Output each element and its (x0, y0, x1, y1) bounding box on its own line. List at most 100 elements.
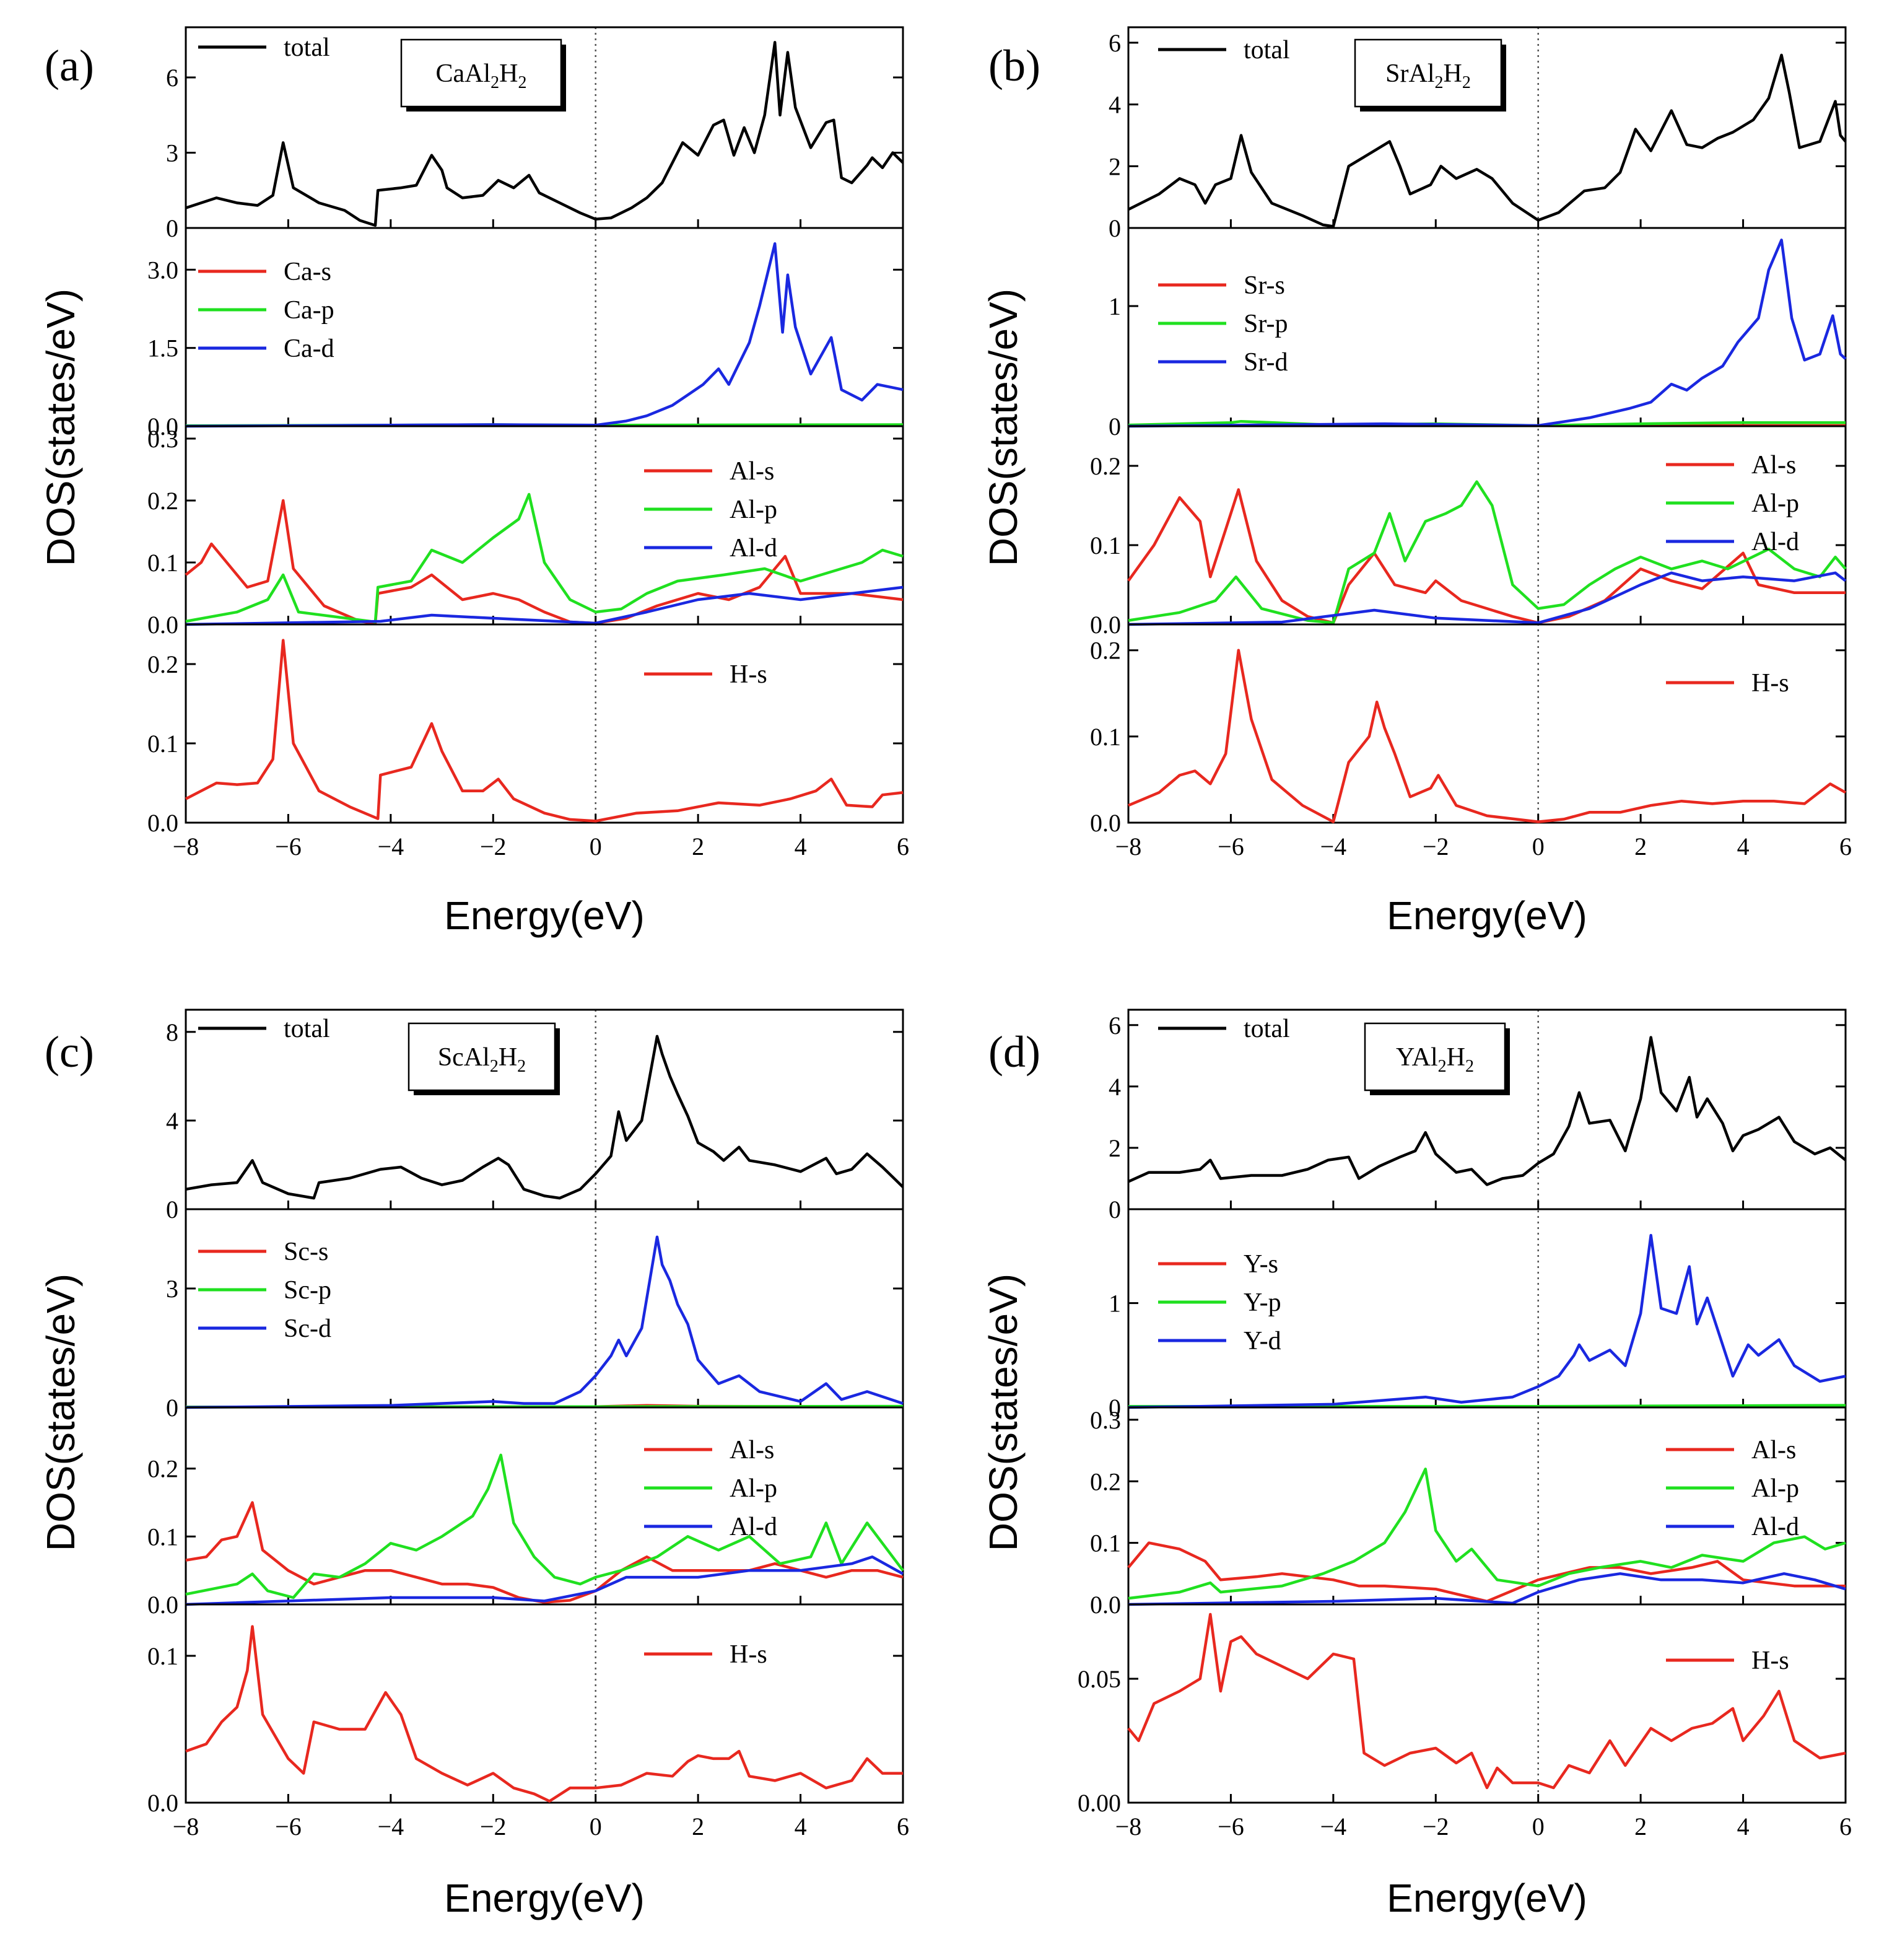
x-tick-label: 4 (795, 1813, 807, 1840)
legend-label: Ca-s (284, 258, 331, 286)
series-line-al-d (1128, 571, 1847, 626)
series-line-al-p (1128, 1468, 1846, 1600)
subplot-frame (185, 425, 904, 626)
formula-subscript: 2 (518, 73, 527, 92)
series-line-al-d (185, 1555, 904, 1606)
y-tick-label: 0 (166, 214, 178, 242)
y-tick-label: 0.0 (147, 809, 178, 837)
x-tick-label: 2 (1634, 1813, 1647, 1840)
y-tick-label: 1 (1109, 292, 1121, 320)
y-tick-label: 0 (1109, 413, 1121, 440)
y-tick-label: 3 (166, 139, 178, 167)
x-tick-label: 0 (1532, 1813, 1545, 1840)
y-tick-label: 0.0 (147, 413, 178, 440)
y-tick-label: 8 (166, 1018, 178, 1046)
subplot-h: 0.0 0.1 −8 −6 −4 −2 0 2 4 6 H-s (147, 1603, 909, 1840)
x-tick-label: −2 (1423, 1813, 1449, 1840)
formula-text: H (1444, 59, 1462, 88)
legend-label: H-s (730, 660, 767, 689)
y-tick-label: 0.1 (147, 1642, 178, 1670)
formula-text: SrAl (1385, 59, 1434, 88)
series-line-h-s (185, 639, 904, 823)
legend-label: Al-s (1751, 451, 1796, 479)
subplot-y: 0 1 Y-s Y-p Y-d (1109, 1208, 1847, 1422)
subplot-h: 0.0 0.1 0.2 −8 −6 −4 −2 0 2 4 6 H-s (1090, 623, 1852, 860)
series-line-al-d (1128, 1572, 1846, 1606)
subplot-total: 0 4 8 total (166, 1008, 904, 1223)
formula-subscript: 2 (1462, 73, 1471, 92)
legend-label: H-s (1751, 1647, 1789, 1675)
series-line-total (1127, 53, 1847, 228)
legend-label: Sr-d (1244, 348, 1288, 377)
compound-formula: ScAl2H2 (438, 1043, 526, 1076)
formula-subscript: 2 (490, 73, 499, 92)
y-tick-label: 0.2 (147, 1455, 178, 1483)
subplot-h: 0.00 0.05 −8 −6 −4 −2 0 2 4 6 H-s (1078, 1603, 1852, 1840)
y-tick-label: 0.1 (1090, 1529, 1121, 1557)
legend-label: Ca-p (284, 296, 334, 325)
x-tick-label: 0 (590, 1813, 602, 1840)
legend-label: Al-d (1751, 528, 1799, 556)
formula-subscript: 2 (1435, 73, 1444, 92)
y-tick-label: 6 (1109, 1012, 1121, 1039)
series-line-h-s (1127, 1612, 1846, 1790)
formula-subscript: 2 (517, 1057, 526, 1076)
y-tick-label: 0.3 (1090, 1406, 1121, 1434)
compound-box (408, 1022, 556, 1092)
y-tick-label: 6 (166, 64, 178, 92)
x-tick-label: −6 (275, 833, 302, 860)
y-axis-label: DOS(states/eV) (981, 289, 1026, 566)
y-tick-label: 0.0 (147, 611, 178, 639)
y-tick-label: 0.1 (1090, 532, 1121, 559)
legend-label: Al-s (730, 1436, 774, 1464)
formula-subscript: 2 (1438, 1057, 1447, 1076)
y-axis-label: DOS(states/eV) (38, 1274, 83, 1551)
y-tick-label: 0 (1109, 214, 1121, 242)
subplot-frame (1127, 1603, 1847, 1804)
x-tick-label: −4 (378, 833, 404, 860)
series-line-sc-d (185, 1235, 904, 1409)
y-tick-label: 0.0 (1090, 809, 1121, 837)
legend-label: Sr-p (1244, 310, 1288, 338)
formula-text: H (499, 1043, 517, 1072)
subplot-frame (185, 1406, 904, 1606)
series-line-ca-d (185, 242, 904, 428)
formula-text: H (1447, 1043, 1465, 1072)
x-tick-label: 2 (692, 1813, 704, 1840)
formula-subscript: 2 (1465, 1057, 1474, 1076)
x-axis-label: Energy(eV) (444, 893, 645, 938)
x-tick-label: 4 (1737, 833, 1750, 860)
legend-label: Al-p (730, 1474, 777, 1503)
panel-1: (b) DOS(states/eV) Energy(eV) 0 2 4 6 total 0 1 Sr… (981, 26, 1852, 938)
x-tick-label: −4 (378, 1813, 404, 1840)
subplot-total: 0 2 4 6 total (1109, 1008, 1847, 1223)
x-tick-label: −8 (1115, 833, 1142, 860)
subplot-frame (1127, 623, 1847, 824)
x-tick-label: −8 (1115, 1813, 1142, 1840)
legend-label: Al-s (1751, 1436, 1796, 1464)
y-tick-label: 6 (1109, 29, 1121, 57)
x-tick-label: −4 (1320, 1813, 1347, 1840)
legend-label: H-s (1751, 669, 1789, 698)
panel-label: (b) (988, 41, 1040, 90)
x-tick-label: 6 (1839, 833, 1852, 860)
x-tick-label: 6 (1839, 1813, 1852, 1840)
x-tick-label: −2 (480, 833, 507, 860)
x-tick-label: −8 (173, 833, 199, 860)
x-axis-label: Energy(eV) (444, 1876, 645, 1920)
series-line-sr-d (1128, 238, 1847, 428)
y-tick-label: 0.1 (1090, 723, 1121, 751)
subplot-al: 0.0 0.1 0.2 Al-s Al-p Al-d (147, 1406, 904, 1619)
legend-label: Al-d (1751, 1513, 1799, 1541)
panel-3: (d) DOS(states/eV) Energy(eV) 0 2 4 6 total 0 1 Y-… (981, 1008, 1852, 1920)
x-axis-label: Energy(eV) (1387, 893, 1587, 938)
y-tick-label: 4 (1109, 91, 1121, 119)
formula-subscript: 2 (490, 1057, 499, 1076)
compound-box (400, 38, 562, 108)
subplot-frame (1127, 227, 1847, 427)
formula-text: ScAl (438, 1043, 490, 1072)
x-tick-label: 0 (590, 833, 602, 860)
subplot-frame (1127, 425, 1847, 626)
formula-text: YAl (1396, 1043, 1438, 1072)
